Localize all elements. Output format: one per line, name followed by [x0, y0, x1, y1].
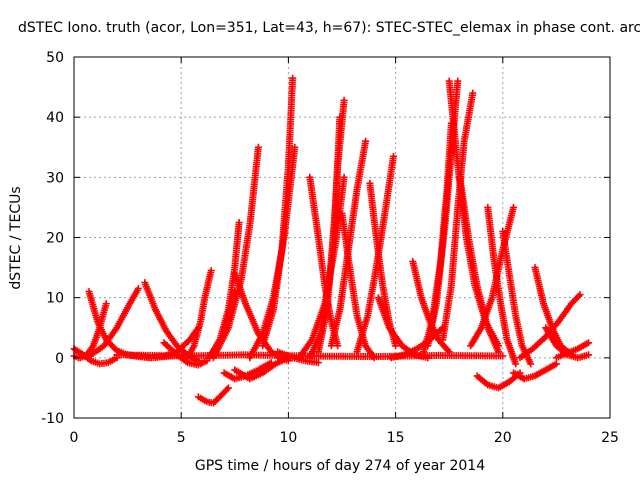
- x-tick-label: 25: [601, 430, 619, 446]
- y-tick-label: 10: [46, 291, 64, 307]
- x-tick-label: 5: [177, 430, 186, 446]
- data-series-markers: [510, 360, 560, 383]
- x-tick-label: 0: [70, 430, 79, 446]
- x-tick-label: 10: [279, 430, 297, 446]
- axis-ticks: 0 5 10 15 20 25 -10 0 10 20 30 40 50: [41, 50, 619, 446]
- x-axis-title: GPS time / hours of day 274 of year 2014: [195, 458, 485, 474]
- chart-title: dSTEC Iono. truth (acor, Lon=351, Lat=43…: [18, 20, 640, 36]
- data-series-markers: [74, 285, 142, 362]
- data-series-markers: [184, 267, 215, 362]
- data-series-markers: [552, 339, 593, 362]
- y-tick-label: -10: [41, 411, 64, 427]
- y-tick-label: 50: [46, 50, 64, 66]
- y-tick-label: 20: [46, 231, 64, 247]
- data-series-markers: [259, 74, 297, 350]
- x-tick-label: 15: [387, 430, 405, 446]
- y-tick-label: 0: [55, 351, 64, 367]
- data-markers: [70, 74, 593, 407]
- data-series-markers: [194, 384, 232, 407]
- data-series-markers: [484, 203, 520, 368]
- x-tick-label: 20: [494, 430, 512, 446]
- y-tick-label: 40: [46, 110, 64, 126]
- data-series-markers: [231, 270, 292, 365]
- data-series-markers: [467, 203, 517, 350]
- data-series-markers: [113, 351, 507, 361]
- y-axis-title: dSTEC / TECUs: [8, 186, 24, 289]
- y-tick-label: 30: [46, 170, 64, 186]
